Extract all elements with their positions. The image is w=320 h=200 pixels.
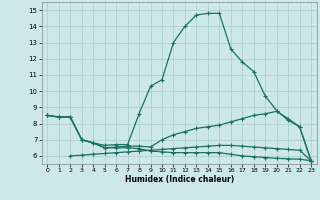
- X-axis label: Humidex (Indice chaleur): Humidex (Indice chaleur): [124, 175, 234, 184]
